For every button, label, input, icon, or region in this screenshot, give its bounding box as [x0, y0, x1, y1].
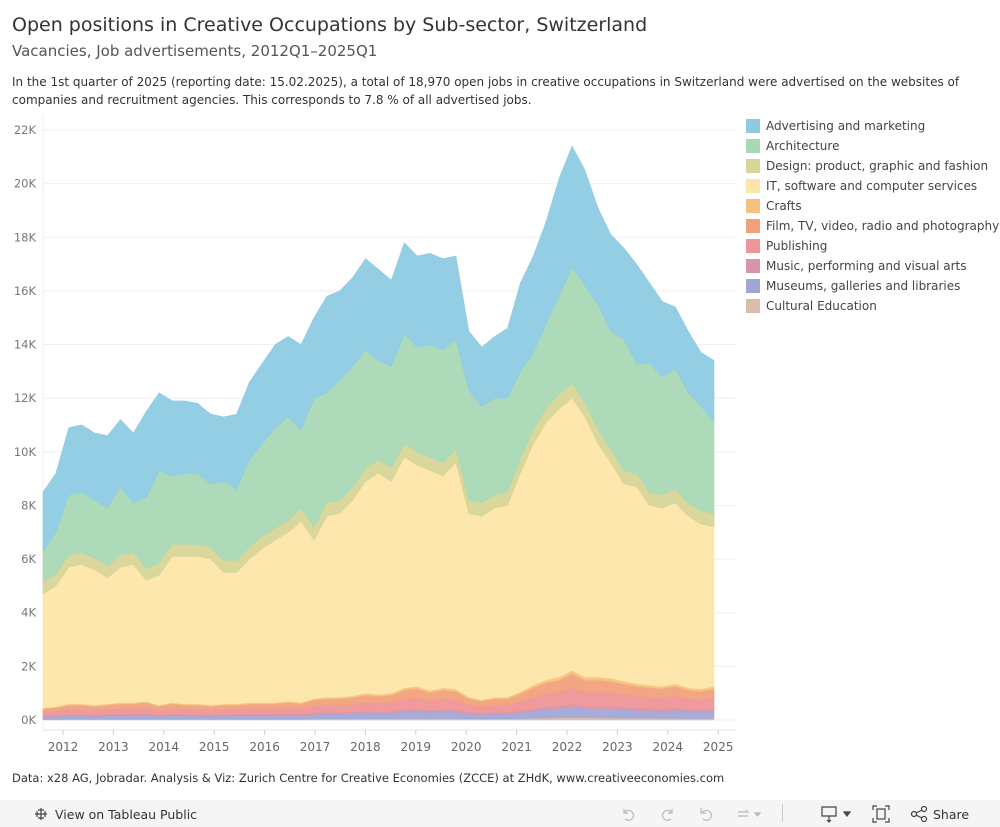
legend-label: Publishing: [766, 239, 828, 253]
y-tick-label: 12K: [14, 391, 37, 405]
x-tick-label: 2013: [98, 740, 129, 754]
x-tick-label: 2024: [653, 740, 684, 754]
legend-swatch: [746, 179, 760, 193]
legend-item[interactable]: Cultural Education: [746, 296, 999, 316]
redo-icon: [660, 806, 676, 822]
legend-swatch: [746, 279, 760, 293]
view-on-tableau-button[interactable]: View on Tableau Public: [33, 804, 197, 824]
y-tick-label: 4K: [21, 606, 36, 620]
legend-label: Cultural Education: [766, 299, 877, 313]
legend-label: Advertising and marketing: [766, 119, 926, 133]
chart-title: Open positions in Creative Occupations b…: [12, 14, 648, 36]
share-label: Share: [933, 806, 970, 822]
chart-description: In the 1st quarter of 2025 (reporting da…: [12, 75, 960, 107]
legend-swatch: [746, 159, 760, 173]
legend-item[interactable]: IT, software and computer services: [746, 176, 999, 196]
toolbar: View on Tableau Public Share: [0, 800, 1000, 827]
legend-item[interactable]: Publishing: [746, 236, 999, 256]
legend-label: IT, software and computer services: [766, 179, 978, 193]
y-tick-label: 22K: [14, 123, 37, 137]
x-tick-label: 2017: [300, 740, 331, 754]
legend-item[interactable]: Museums, galleries and libraries: [746, 276, 999, 296]
legend-swatch: [746, 299, 760, 313]
undo-icon: [620, 806, 636, 822]
legend-swatch: [746, 259, 760, 273]
x-tick-label: 2023: [602, 740, 633, 754]
toolbar-divider: [782, 804, 783, 822]
fullscreen-button[interactable]: [872, 804, 890, 824]
refresh-icon: [735, 806, 761, 822]
refresh-button[interactable]: [735, 804, 761, 824]
data-source: Data: x28 AG, Jobradar. Analysis & Viz: …: [12, 771, 725, 785]
legend-item[interactable]: Film, TV, video, radio and photography: [746, 216, 999, 236]
view-on-tableau-label: View on Tableau Public: [55, 806, 198, 822]
legend-swatch: [746, 139, 760, 153]
x-tick-label: 2021: [501, 740, 532, 754]
legend-swatch: [746, 119, 760, 133]
legend-item[interactable]: Advertising and marketing: [746, 116, 999, 136]
legend-label: Museums, galleries and libraries: [766, 279, 961, 293]
legend: Advertising and marketing Architecture Des…: [746, 116, 999, 316]
legend-label: Architecture: [766, 139, 840, 153]
x-tick-label: 2022: [552, 740, 583, 754]
redo-button[interactable]: [660, 804, 676, 824]
x-tick-label: 2015: [199, 740, 230, 754]
y-tick-label: 2K: [21, 659, 36, 673]
x-tick-label: 2014: [149, 740, 180, 754]
x-axis: 2012 2013 2014 2015 2016 2017 2018 2019 2020 2021…: [43, 729, 736, 754]
y-tick-label: 6K: [21, 552, 36, 566]
y-tick-label: 8K: [21, 498, 36, 512]
legend-label: Crafts: [766, 199, 802, 213]
x-tick-label: 2025: [703, 740, 734, 754]
legend-swatch: [746, 199, 760, 213]
x-tick-label: 2020: [451, 740, 482, 754]
legend-label: Design: product, graphic and fashion: [766, 159, 989, 173]
tableau-logo-icon: [33, 806, 49, 822]
share-button[interactable]: Share: [910, 804, 969, 824]
download-icon: [820, 805, 852, 823]
legend-label: Music, performing and visual arts: [766, 259, 967, 273]
revert-icon: [698, 806, 714, 822]
chart-subtitle: Vacancies, Job advertisements, 2012Q1–20…: [12, 42, 378, 60]
y-tick-label: 16K: [14, 284, 37, 298]
legend-swatch: [746, 219, 760, 233]
legend-swatch: [746, 239, 760, 253]
x-tick-label: 2018: [350, 740, 381, 754]
y-axis: 0K 2K 4K 6K 8K 10K 12K 14K 16K 18K 20K 22K: [14, 123, 37, 727]
stacked-area-chart[interactable]: Cultural Education Museums, galleries and…: [0, 0, 1000, 765]
fullscreen-icon: [872, 805, 890, 823]
undo-button[interactable]: [620, 804, 636, 824]
y-tick-label: 20K: [14, 177, 37, 191]
area-series[interactable]: Cultural EducationMuseums, galleries and…: [42, 145, 715, 721]
legend-label: Film, TV, video, radio and photography: [766, 219, 1000, 233]
revert-button[interactable]: [698, 804, 714, 824]
y-tick-label: 0K: [21, 713, 36, 727]
legend-item[interactable]: Design: product, graphic and fashion: [746, 156, 999, 176]
legend-item[interactable]: Architecture: [746, 136, 999, 156]
share-icon: [910, 805, 928, 823]
y-tick-label: 18K: [14, 230, 37, 244]
y-tick-label: 10K: [14, 445, 37, 459]
x-tick-label: 2012: [48, 740, 79, 754]
area-advertising-and-marketing[interactable]: Advertising and marketing: [42, 145, 715, 552]
y-tick-label: 14K: [14, 338, 37, 352]
legend-item[interactable]: Crafts: [746, 196, 999, 216]
x-tick-label: 2019: [401, 740, 432, 754]
legend-item[interactable]: Music, performing and visual arts: [746, 256, 999, 276]
download-button[interactable]: [820, 804, 852, 824]
x-tick-label: 2016: [249, 740, 280, 754]
